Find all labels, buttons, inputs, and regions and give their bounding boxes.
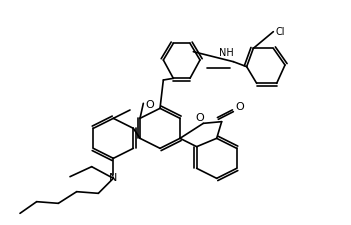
Text: O: O (235, 102, 244, 112)
Text: N: N (109, 173, 118, 183)
Text: O: O (146, 100, 154, 110)
Text: Cl: Cl (275, 27, 285, 37)
Text: NH: NH (219, 48, 234, 58)
Text: O: O (196, 113, 204, 123)
